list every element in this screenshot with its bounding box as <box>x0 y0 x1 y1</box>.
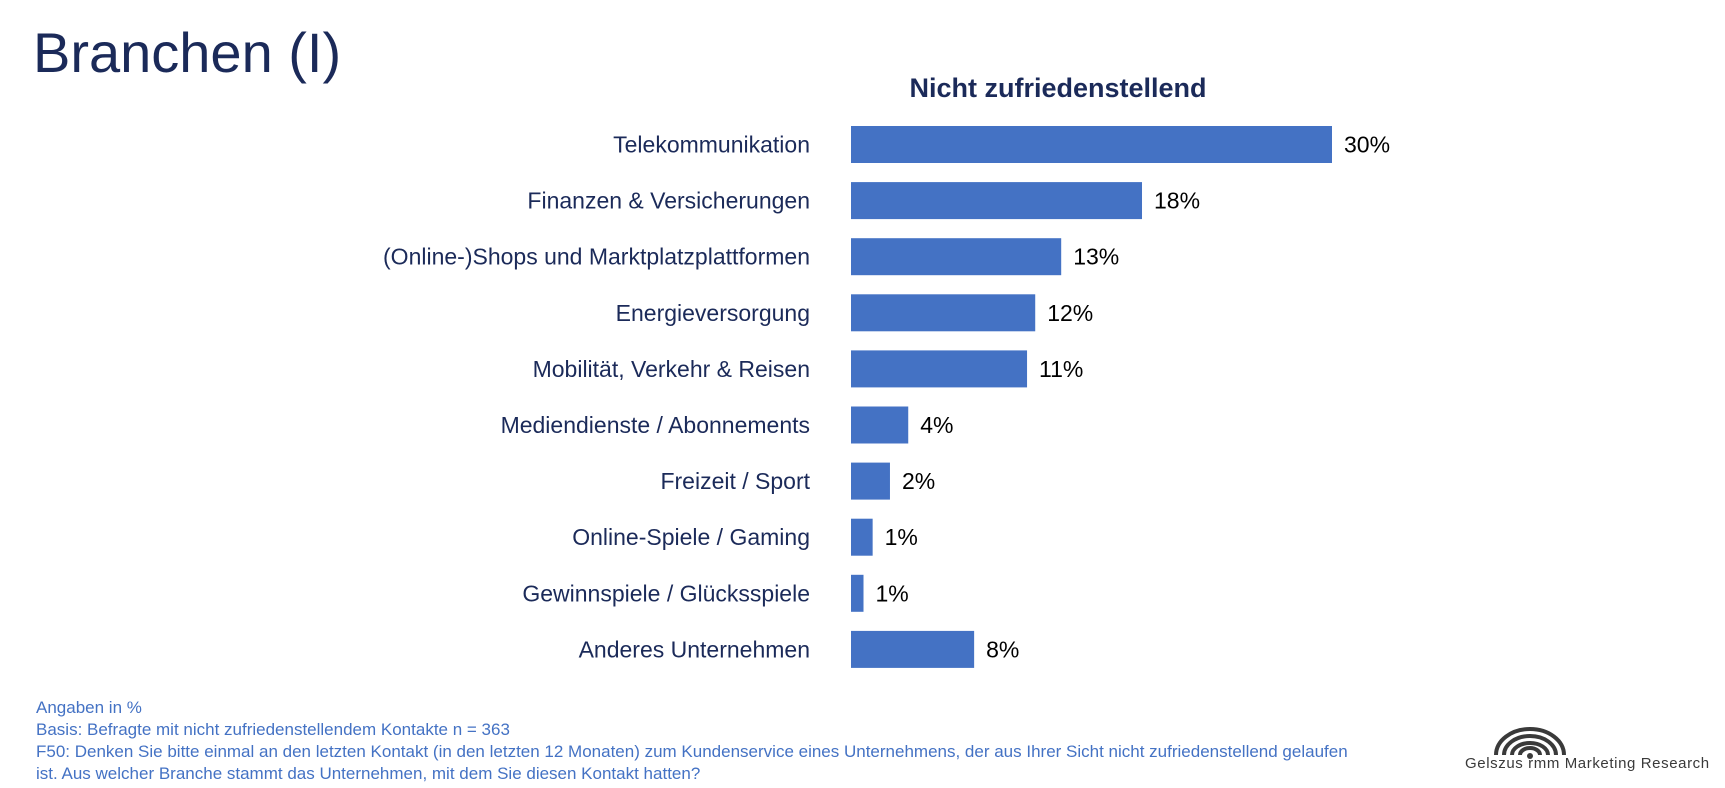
footnote-question-line1: F50: Denken Sie bitte einmal an den letz… <box>36 742 1348 761</box>
value-label: 12% <box>1047 300 1093 326</box>
category-label: Mobilität, Verkehr & Reisen <box>533 356 810 382</box>
logo-text: Gelszus rmm Marketing Research <box>1465 755 1710 772</box>
category-label: (Online-)Shops und Marktplatzplattformen <box>383 244 810 270</box>
value-label: 8% <box>986 636 1019 662</box>
category-label: Anderes Unternehmen <box>579 636 810 662</box>
bar <box>851 126 1332 163</box>
bar <box>851 630 975 668</box>
bar-chart: Nicht zufriedenstellend Telekommunikatio… <box>383 73 1390 668</box>
category-label: Freizeit / Sport <box>660 468 810 494</box>
value-label: 30% <box>1344 132 1390 158</box>
value-label: 18% <box>1154 188 1200 214</box>
category-label: Finanzen & Versicherungen <box>527 188 810 214</box>
footnote-units: Angaben in % <box>36 698 142 717</box>
category-label: Energieversorgung <box>616 300 810 326</box>
category-label: Online-Spiele / Gaming <box>572 524 810 550</box>
chart-title: Nicht zufriedenstellend <box>909 73 1206 103</box>
value-label: 4% <box>920 412 953 438</box>
category-label: Gewinnspiele / Glücksspiele <box>522 580 810 606</box>
company-logo: Gelszus rmm Marketing Research <box>1462 717 1722 777</box>
bar <box>851 406 909 444</box>
category-label: Telekommunikation <box>613 132 810 158</box>
bar <box>851 518 873 556</box>
value-label: 11% <box>1039 356 1083 382</box>
bar <box>851 238 1062 276</box>
bar <box>851 462 890 500</box>
footnote-basis: Basis: Befragte mit nicht zufriedenstell… <box>36 720 510 739</box>
signal-arcs-icon <box>1494 727 1566 759</box>
bar <box>851 574 864 612</box>
value-label: 1% <box>876 580 909 606</box>
value-label: 2% <box>902 468 935 494</box>
bar <box>851 294 1036 332</box>
value-label: 1% <box>885 524 918 550</box>
bars-group: Telekommunikation 30% Finanzen & Versicher… <box>383 126 1390 668</box>
page-title: Branchen (I) <box>33 21 342 84</box>
value-label: 13% <box>1073 244 1119 270</box>
footnote: Angaben in % Basis: Befragte mit nicht z… <box>36 697 1456 785</box>
bar <box>851 182 1143 220</box>
bar <box>851 350 1028 388</box>
footnote-question-line2: ist. Aus welcher Branche stammt das Unte… <box>36 764 701 783</box>
category-label: Mediendienste / Abonnements <box>501 412 810 438</box>
